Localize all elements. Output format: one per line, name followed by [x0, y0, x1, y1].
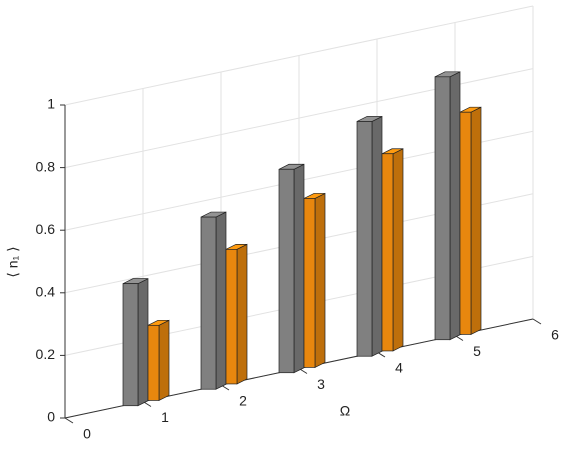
y-tick-label: 0 [47, 409, 55, 425]
bar-side [137, 278, 149, 407]
y-tick-label: 0.6 [36, 221, 56, 237]
y-axis-label: ⟨ n₁ ⟩ [5, 246, 21, 277]
x-tick-label: 4 [395, 360, 403, 376]
x-tick-label: 6 [551, 327, 559, 343]
x-axis-label: Ω [340, 403, 350, 419]
bar-side [236, 243, 248, 385]
bar [147, 324, 160, 401]
bar-side [314, 192, 326, 369]
bar-side [215, 211, 227, 390]
x-tick [532, 318, 542, 325]
bar [278, 168, 295, 374]
x-tick-label: 2 [239, 393, 247, 409]
y-tick-label: 0.8 [36, 158, 56, 174]
bar [434, 76, 451, 341]
x-tick-label: 0 [83, 426, 91, 442]
y-tick-label: 1 [47, 96, 55, 112]
y-tick-label: 0.2 [36, 346, 56, 362]
bar-side [158, 319, 170, 402]
bar-side [293, 163, 305, 374]
bar-side [392, 148, 404, 352]
x-tick [64, 417, 74, 424]
x-tick-label: 5 [473, 343, 481, 359]
bar [381, 153, 394, 352]
bar-side [371, 115, 383, 357]
bar-side [470, 106, 482, 336]
bar [225, 249, 238, 385]
x-tick-label: 1 [161, 409, 169, 425]
bar [459, 111, 472, 335]
bar [303, 198, 316, 368]
y-tick-label: 0.4 [36, 284, 56, 300]
bar [200, 216, 217, 390]
bar [122, 283, 139, 407]
x-tick-label: 3 [317, 376, 325, 392]
bar-side [449, 71, 461, 341]
bar [356, 121, 373, 357]
